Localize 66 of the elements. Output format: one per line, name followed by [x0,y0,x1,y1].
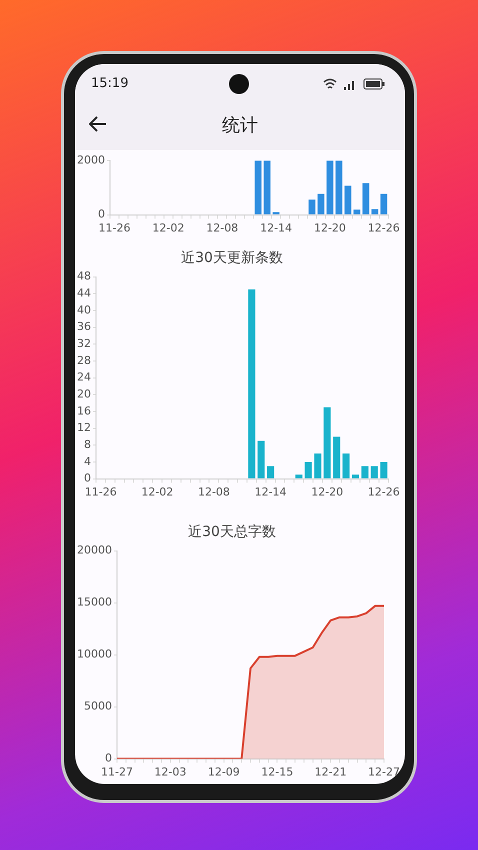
y-tick-label: 12 [76,421,91,434]
x-tick-label: 12-14 [254,485,287,498]
x-tick-label: 12-20 [314,221,346,234]
bar [336,160,342,214]
y-tick-label: 16 [76,404,91,418]
y-tick-label: 44 [76,286,91,300]
bar [362,183,370,214]
x-tick-label: 12-20 [311,485,344,498]
y-tick-label: 36 [76,320,91,334]
x-tick-label: 12-26 [368,221,400,234]
bar [353,210,360,214]
x-tick-label: 12-15 [261,765,294,778]
bar [267,466,274,478]
bar [254,160,262,214]
chart-title: 近30天更新条数 [181,250,283,266]
bar [304,462,312,478]
bar [326,160,334,214]
x-tick-label: 12-03 [154,765,186,778]
bar [248,289,256,478]
text: 15:19 [91,76,128,91]
bar [370,466,378,478]
bar [314,454,322,478]
x-tick-label: 12-08 [206,221,238,234]
x-tick-label: 11-26 [98,221,130,234]
y-tick-label: 4 [84,454,91,468]
bar [333,436,340,478]
y-tick-label: 10000 [76,648,112,661]
y-tick-label: 48 [76,270,91,283]
bar [361,466,368,478]
y-tick-label: 24 [76,370,91,384]
y-tick-label: 15000 [76,596,112,609]
x-tick-label: 12-02 [141,485,174,498]
x-tick-label: 12-09 [208,765,240,778]
y-tick-label: 20000 [76,544,112,557]
x-tick-label: 12-27 [368,765,400,778]
y-tick-label: 28 [76,354,91,367]
y-tick-label: 0 [104,752,112,765]
bar [264,160,270,214]
y-tick-label: 8 [84,438,91,451]
y-tick-label: 5000 [84,700,112,713]
bar [344,186,352,214]
x-tick-label: 12-21 [314,765,347,778]
y-tick-label: 0 [98,208,105,221]
y-tick-label: 32 [76,336,91,350]
bar [342,454,350,478]
bar [324,407,331,478]
bar [295,474,302,478]
text: 统计 [221,114,259,137]
y-tick-label: 20 [76,387,91,400]
bar [318,194,324,214]
bar [380,462,388,478]
y-tick-label: 2000 [76,153,105,166]
chart-title: 近30天总字数 [188,524,276,540]
bar [258,440,265,478]
bar [308,200,316,214]
bar [371,209,378,214]
x-tick-label: 12-02 [152,221,184,234]
y-tick-label: 40 [76,303,91,316]
bar [380,194,388,214]
bar [352,474,360,478]
x-tick-label: 11-27 [101,765,133,778]
y-tick-label: 0 [84,472,91,485]
x-tick-label: 11-26 [84,485,117,498]
x-tick-label: 12-26 [368,485,400,498]
x-tick-label: 12-08 [198,485,230,498]
x-tick-label: 12-14 [260,221,292,234]
